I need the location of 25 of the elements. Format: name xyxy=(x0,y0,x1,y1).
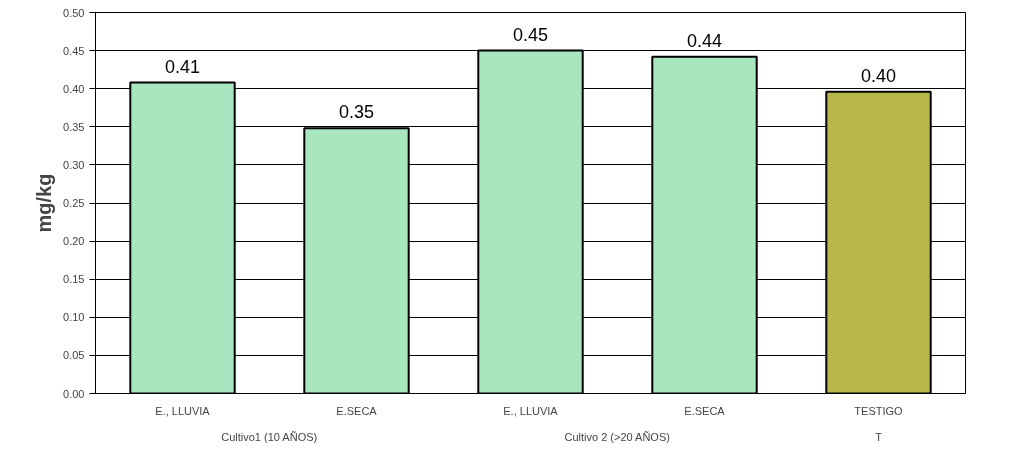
text: Cultivo 2 (>20 AÑOS) xyxy=(564,430,670,443)
y-tick-label: 0.25 xyxy=(63,197,85,209)
text: Cultivo1 (10 AÑOS) xyxy=(221,430,318,443)
y-tick-label: 0.35 xyxy=(63,120,85,133)
y-tick-label: 0.15 xyxy=(63,273,85,286)
x-tick-label: E., LLUVIA xyxy=(155,404,211,417)
y-tick-label: 0.10 xyxy=(63,311,85,324)
x-tick-label: E.SECA xyxy=(336,404,378,417)
text: T xyxy=(875,430,883,443)
y-axis-title: mg/kg xyxy=(33,173,56,233)
x-tick-label: E., LLUVIA xyxy=(503,404,559,417)
y-tick-label: 0.20 xyxy=(63,235,85,248)
data-label: 0.44 xyxy=(686,30,723,51)
x-tick-label: TESTIGO xyxy=(854,404,904,417)
x-tick-label: E.SECA xyxy=(684,404,726,417)
data-label: 0.45 xyxy=(512,24,549,45)
y-tick-label: 0.40 xyxy=(63,82,85,95)
data-label: 0.35 xyxy=(338,102,375,123)
y-tick-label: 0.05 xyxy=(63,349,85,362)
data-label: 0.40 xyxy=(860,65,897,86)
y-tick-label: 0.00 xyxy=(63,387,85,400)
y-tick-label: 0.30 xyxy=(63,158,85,171)
y-tick-label: 0.45 xyxy=(63,44,85,57)
y-tick-label: 0.50 xyxy=(63,6,85,19)
data-label: 0.41 xyxy=(164,56,201,77)
